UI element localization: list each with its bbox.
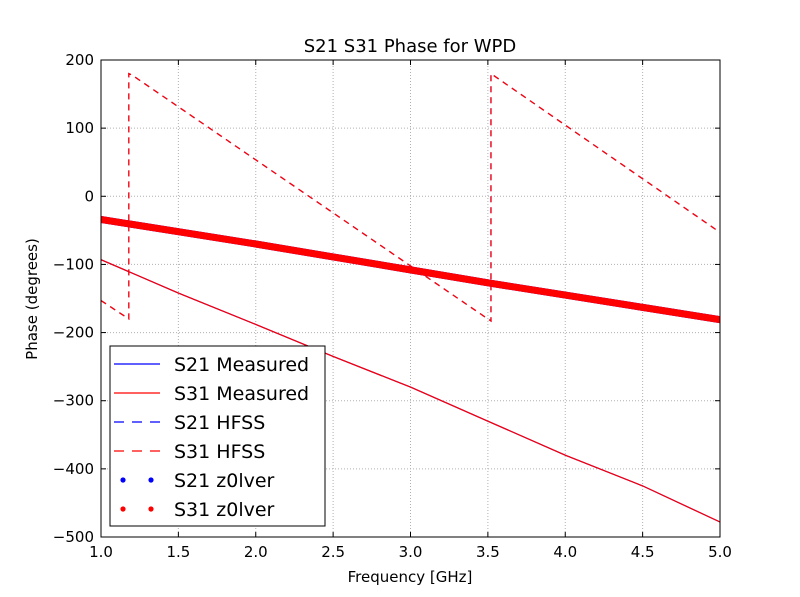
x-tick-label: 1.5 xyxy=(166,543,190,561)
x-tick-label: 1.0 xyxy=(89,543,113,561)
x-tick-label: 3.0 xyxy=(399,543,423,561)
x-axis: 1.0 1.5 2.0 2.5 3.0 3.5 4.0 4.5 5.0 xyxy=(89,60,732,561)
legend-label: S31 Measured xyxy=(174,383,309,405)
legend-label: S21 HFSS xyxy=(174,412,265,434)
legend-label: S31 z0lver xyxy=(174,499,275,521)
legend-label: S21 Measured xyxy=(174,354,309,376)
y-tick-label: −300 xyxy=(53,392,94,410)
y-tick-label: 200 xyxy=(65,51,94,69)
legend-box xyxy=(109,345,326,527)
x-tick-label: 2.0 xyxy=(244,543,268,561)
series-line-s31-z0lver xyxy=(101,215,720,324)
plot-area xyxy=(101,72,720,523)
x-tick-label: 4.5 xyxy=(631,543,655,561)
legend-marker xyxy=(120,477,126,483)
chart-title: S21 S31 Phase for WPD xyxy=(304,36,517,57)
y-axis: −500 −400 −300 −200 −100 0 100 200 xyxy=(53,51,720,546)
y-axis-label: Phase (degrees) xyxy=(23,238,41,360)
y-tick-label: 100 xyxy=(65,119,94,137)
legend: S21 Measured S31 Measured S21 HFSS S31 HFSS… xyxy=(109,345,326,527)
series-line-s31-hfss xyxy=(101,72,720,323)
x-tick-label: 5.0 xyxy=(708,543,732,561)
legend-label: S31 HFSS xyxy=(174,441,265,463)
y-tick-label: −200 xyxy=(53,324,94,342)
legend-marker xyxy=(148,506,154,512)
legend-marker xyxy=(148,477,154,483)
x-axis-label: Frequency [GHz] xyxy=(348,568,473,586)
legend-label: S21 z0lver xyxy=(174,470,275,492)
y-tick-label: −400 xyxy=(53,460,94,478)
x-tick-label: 3.5 xyxy=(476,543,500,561)
x-tick-label: 4.0 xyxy=(553,543,577,561)
legend-marker xyxy=(120,506,126,512)
x-tick-label: 2.5 xyxy=(321,543,345,561)
y-tick-label: −500 xyxy=(53,528,94,546)
y-tick-label: 0 xyxy=(84,187,94,205)
y-tick-label: −100 xyxy=(53,255,94,273)
series-line-s31-measured xyxy=(101,259,720,523)
